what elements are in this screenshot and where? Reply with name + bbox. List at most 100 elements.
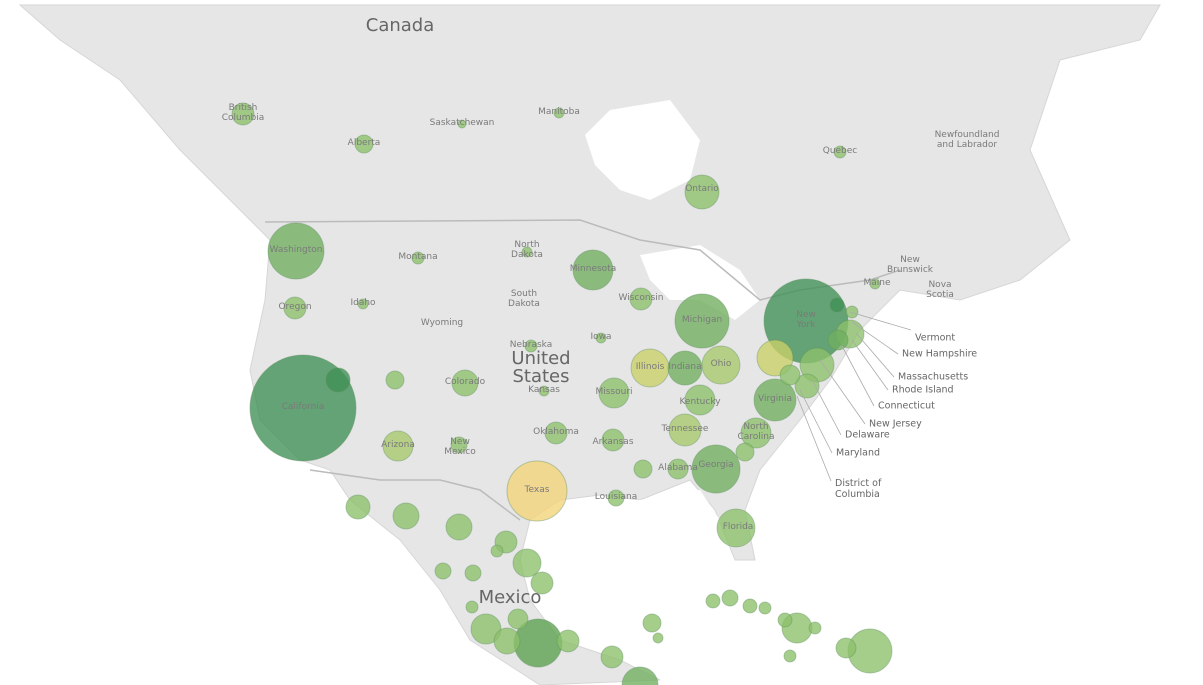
bubble (833, 145, 847, 159)
bubble (652, 632, 664, 644)
bubble (735, 442, 755, 462)
callout-label: District of Columbia (835, 478, 882, 500)
callout-line (819, 359, 866, 425)
region-label: Minnesota (569, 264, 617, 275)
region-label: Nova Scotia (926, 280, 954, 300)
callout-line (841, 345, 875, 407)
country-label: United States (511, 348, 571, 387)
region-label: Iowa (590, 332, 612, 343)
bubble (758, 601, 772, 615)
us-border (264, 219, 901, 301)
bubble (642, 613, 662, 633)
region-label: Louisiana (594, 492, 638, 503)
callout-line (799, 389, 833, 454)
country-label: Canada (365, 15, 435, 36)
bubble (779, 364, 801, 386)
region-label: Quebec (822, 146, 858, 157)
bubble (829, 297, 845, 313)
region-label: Wisconsin (618, 293, 664, 304)
mex-border (309, 469, 521, 521)
bubbles (231, 102, 893, 685)
bubble (598, 377, 630, 409)
region-label: Montana (398, 252, 438, 263)
bubble (283, 296, 307, 320)
region-label: Ohio (710, 359, 732, 370)
region-label: New Brunswick (887, 255, 933, 275)
callout-label: New Jersey (869, 418, 922, 430)
region-label: Oregon (278, 302, 312, 313)
region-label: New Mexico (444, 437, 476, 457)
bubble (231, 102, 255, 126)
region-label: California (281, 402, 325, 413)
bubble (808, 621, 822, 635)
bubble (572, 249, 614, 291)
callout-line (855, 332, 895, 378)
country-label: Mexico (478, 587, 542, 608)
bubble (553, 107, 565, 119)
region-label: Wyoming (420, 318, 464, 329)
bubble (607, 489, 625, 507)
bubble (783, 649, 797, 663)
callout-line (849, 311, 912, 331)
callout-label: Connecticut (878, 400, 935, 412)
bubble (716, 508, 756, 548)
bubble (742, 598, 758, 614)
great-lakes (640, 245, 760, 320)
bubble (691, 444, 741, 494)
bubble (667, 350, 703, 386)
gulf (545, 490, 720, 580)
bubble (595, 332, 607, 344)
bubble (450, 436, 468, 454)
region-label: Texas (524, 485, 550, 496)
region-label: Indiana (668, 362, 702, 373)
bubble (470, 613, 502, 645)
bubble (451, 369, 479, 397)
bubble (524, 339, 538, 353)
bubble (357, 298, 369, 310)
bubble (869, 278, 881, 290)
callout-label: Delaware (845, 429, 890, 441)
bubble (506, 460, 568, 522)
region-label: Georgia (698, 460, 734, 471)
bubble (827, 329, 849, 351)
callout-line (796, 395, 832, 482)
bubble (705, 593, 721, 609)
region-label: Saskatchewan (429, 118, 495, 129)
bubble (835, 637, 857, 659)
bubble (544, 421, 568, 445)
bubble (668, 413, 702, 447)
callout-lines (796, 311, 912, 482)
region-label: Manitoba (538, 107, 580, 118)
bubble (538, 385, 550, 397)
bubble (354, 134, 374, 154)
bubble (457, 119, 467, 129)
region-label: Missouri (595, 387, 633, 398)
bubble (753, 378, 797, 422)
region-label: North Dakota (511, 240, 543, 260)
bubble (621, 666, 659, 685)
region-label: South Dakota (508, 289, 540, 309)
caribbean-water (640, 600, 900, 685)
bubble (434, 562, 452, 580)
bubble (845, 305, 859, 319)
callout-label: Maryland (836, 447, 881, 459)
callout-label: Rhode Island (892, 384, 954, 396)
region-label: Tennessee (661, 424, 709, 435)
region-label: Idaho (350, 298, 376, 309)
bubble (701, 345, 741, 385)
region-label: Arizona (381, 440, 415, 451)
bubble (530, 571, 554, 595)
bubble (721, 589, 739, 607)
bubble (411, 251, 425, 265)
bubble (629, 287, 653, 311)
bubble (684, 174, 720, 210)
bubble (600, 645, 624, 669)
callout-line (811, 379, 842, 436)
callout-label: New Hampshire (902, 348, 978, 360)
bubble (512, 548, 542, 578)
bubble (465, 600, 479, 614)
bubble (633, 459, 653, 479)
region-label: Virginia (758, 394, 792, 405)
region-label: Maine (863, 278, 891, 289)
